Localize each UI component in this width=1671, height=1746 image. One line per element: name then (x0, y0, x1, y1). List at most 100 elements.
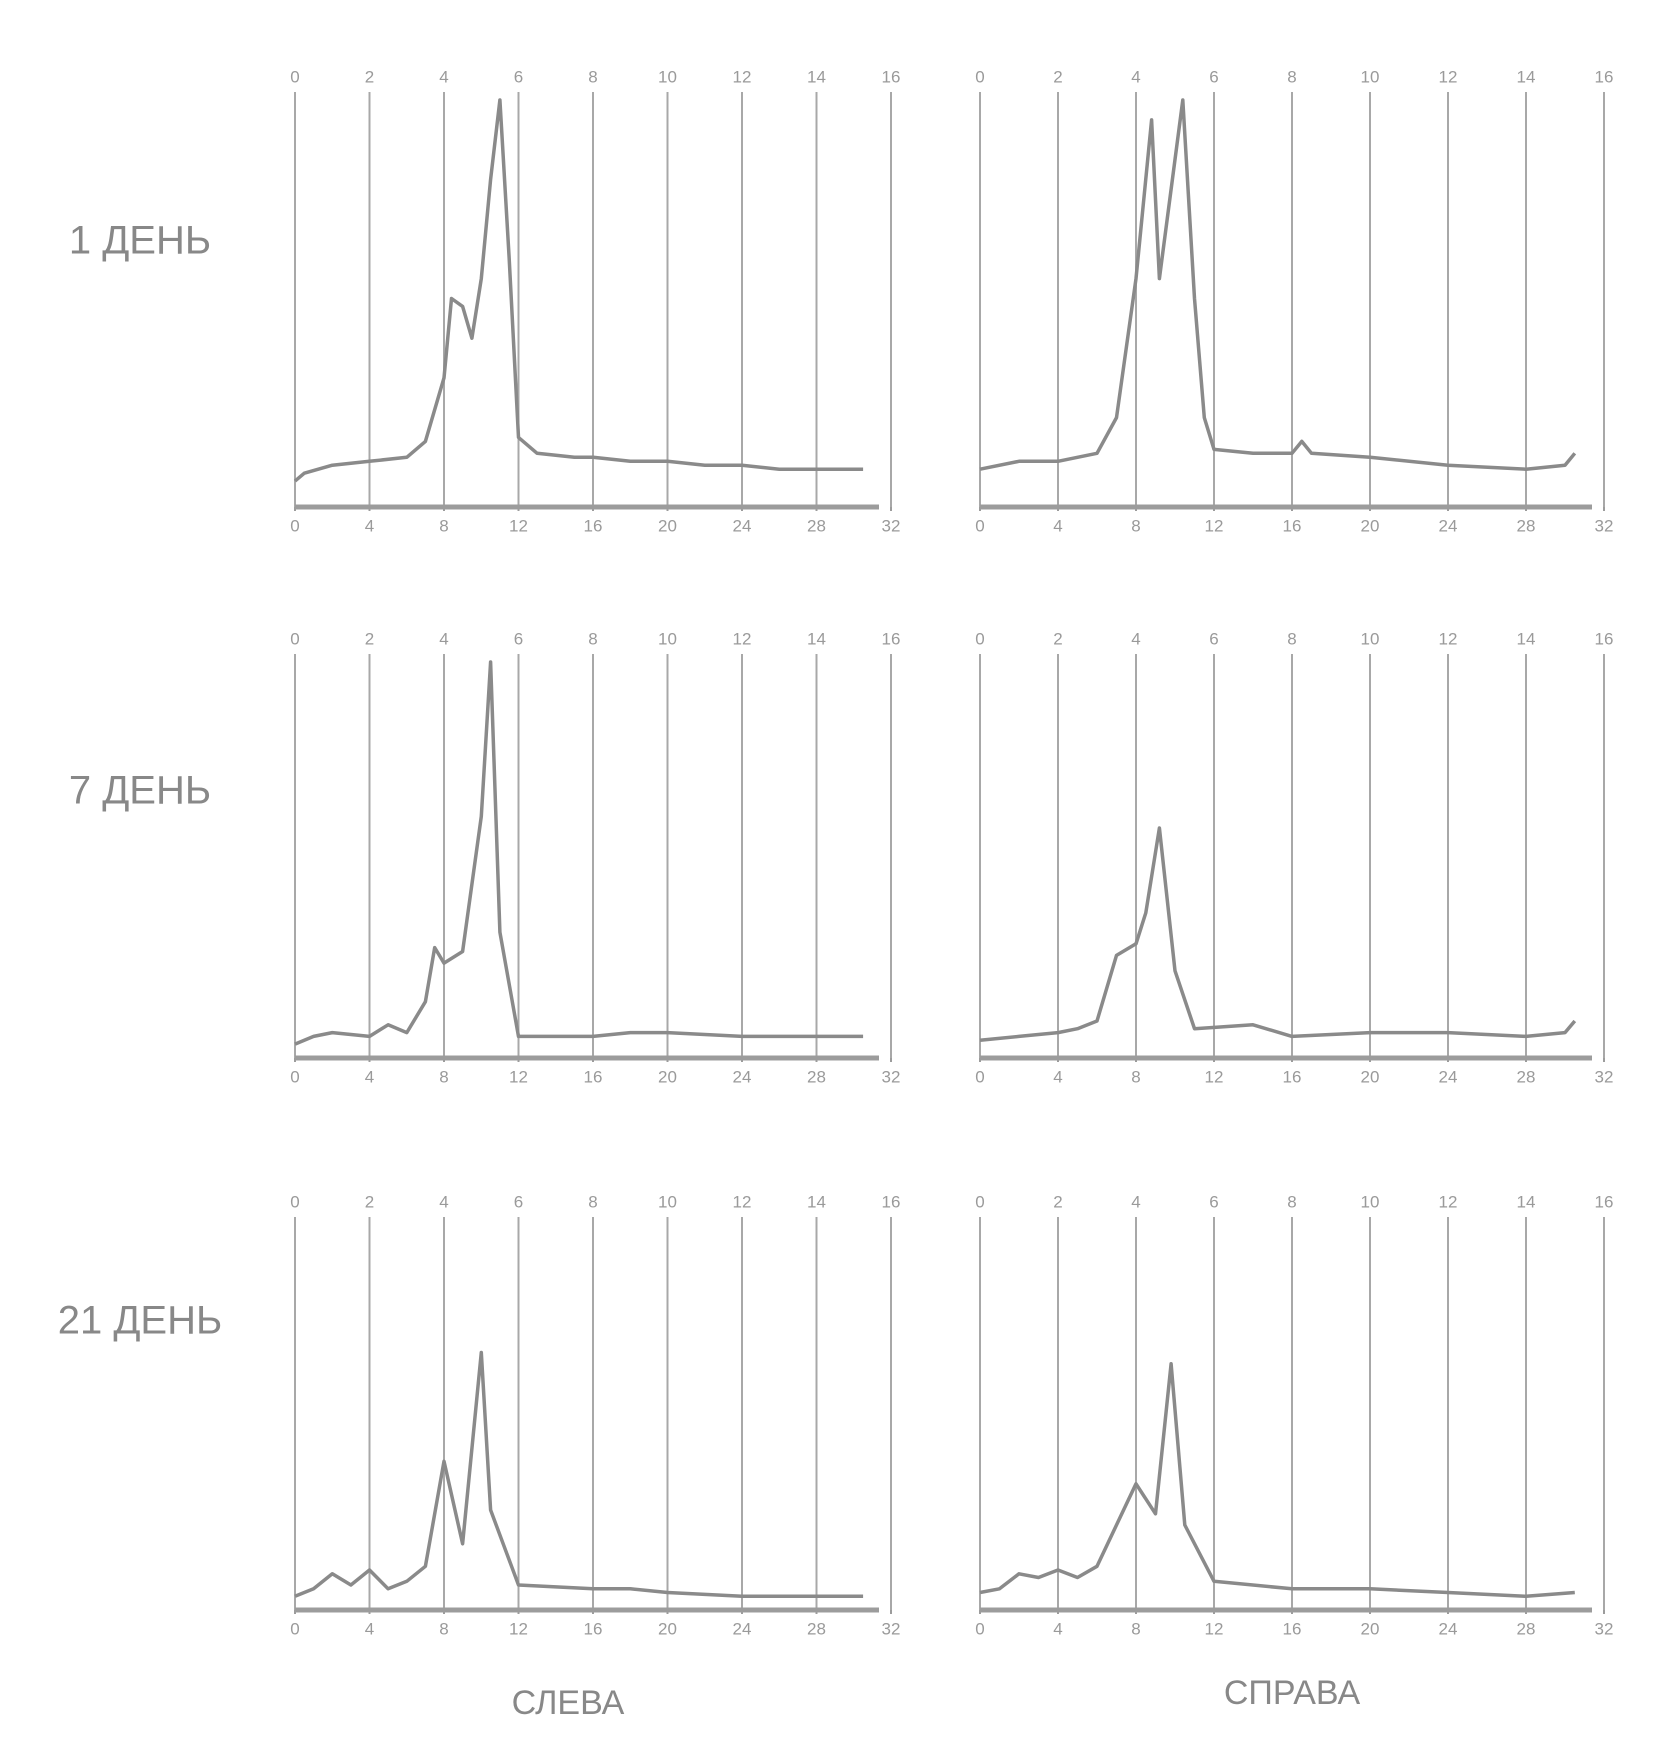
x-tick-label: 28 (807, 516, 826, 535)
top-tick-label: 6 (1209, 1192, 1218, 1211)
x-tick-label: 20 (1361, 516, 1380, 535)
top-tick-label: 2 (365, 67, 374, 86)
top-tick-label: 8 (1287, 629, 1296, 648)
row-label: 7 ДЕНЬ (69, 769, 211, 813)
top-tick-label: 2 (1053, 1192, 1062, 1211)
top-tick-label: 12 (1439, 67, 1458, 86)
top-tick-label: 10 (1361, 67, 1380, 86)
x-tick-label: 20 (1361, 1067, 1380, 1086)
x-tick-label: 8 (1131, 1619, 1140, 1638)
data-line (294, 660, 864, 1046)
x-tick-label: 4 (365, 1619, 374, 1638)
top-tick-label: 12 (733, 67, 752, 86)
top-tick-label: 10 (658, 67, 677, 86)
top-tick-label: 14 (1517, 629, 1536, 648)
top-tick-label: 14 (807, 1192, 826, 1211)
x-tick-label: 8 (439, 1619, 448, 1638)
x-tick-label: 4 (1053, 1067, 1062, 1086)
top-tick-label: 4 (1131, 67, 1140, 86)
x-tick-label: 32 (1595, 1067, 1614, 1086)
chart-panel: 0 2 4 6 8 10 12 14 160 4 8 12 16 20 24 28 32 (290, 67, 900, 535)
x-tick-label: 24 (1439, 1619, 1458, 1638)
x-tick-label: 4 (365, 1067, 374, 1086)
chart-panel: 0 2 4 6 8 10 12 14 160 4 8 12 16 20 24 28 32 (975, 1192, 1613, 1638)
top-tick-label: 12 (1439, 1192, 1458, 1211)
x-tick-label: 28 (1517, 516, 1536, 535)
top-tick-label: 2 (365, 1192, 374, 1211)
x-tick-label: 12 (509, 1067, 528, 1086)
x-tick-label: 12 (1205, 1619, 1224, 1638)
data-line (293, 98, 864, 483)
data-line (979, 826, 1577, 1043)
x-tick-label: 32 (1595, 516, 1614, 535)
top-tick-label: 16 (882, 67, 901, 86)
x-tick-label: 16 (584, 1619, 603, 1638)
top-tick-label: 6 (514, 67, 523, 86)
column-label: СПРАВА (1224, 1674, 1361, 1712)
top-tick-label: 8 (588, 629, 597, 648)
top-tick-label: 14 (807, 67, 826, 86)
top-tick-label: 10 (1361, 1192, 1380, 1211)
top-tick-label: 12 (733, 629, 752, 648)
x-tick-label: 0 (290, 1619, 299, 1638)
top-tick-label: 2 (365, 629, 374, 648)
x-tick-label: 4 (365, 516, 374, 535)
top-tick-label: 16 (882, 629, 901, 648)
top-tick-label: 2 (1053, 629, 1062, 648)
top-tick-label: 12 (1439, 629, 1458, 648)
chart-panel: 0 2 4 6 8 10 12 14 160 4 8 12 16 20 24 28 32 (290, 629, 900, 1086)
row-label: 1 ДЕНЬ (69, 219, 211, 263)
chart-panel: 0 2 4 6 8 10 12 14 160 4 8 12 16 20 24 28 32 (290, 1192, 900, 1638)
top-tick-label: 6 (1209, 629, 1218, 648)
x-tick-label: 4 (1053, 1619, 1062, 1638)
x-tick-label: 24 (1439, 1067, 1458, 1086)
top-tick-label: 0 (290, 629, 299, 648)
top-tick-label: 0 (290, 67, 299, 86)
chart-panel: 0 2 4 6 8 10 12 14 160 4 8 12 16 20 24 28 32 (975, 629, 1613, 1086)
x-tick-label: 12 (1205, 1067, 1224, 1086)
x-tick-label: 20 (658, 1619, 677, 1638)
top-tick-label: 10 (658, 1192, 677, 1211)
x-tick-label: 0 (975, 1067, 984, 1086)
x-tick-label: 16 (1283, 1619, 1302, 1638)
top-tick-label: 10 (1361, 629, 1380, 648)
x-tick-label: 8 (1131, 516, 1140, 535)
data-line (979, 1362, 1575, 1599)
top-tick-label: 4 (439, 629, 448, 648)
top-tick-label: 14 (807, 629, 826, 648)
top-tick-label: 4 (1131, 629, 1140, 648)
top-tick-label: 0 (975, 1192, 984, 1211)
top-tick-label: 6 (1209, 67, 1218, 86)
x-tick-label: 16 (1283, 1067, 1302, 1086)
x-tick-label: 0 (290, 516, 299, 535)
data-line (294, 1350, 864, 1599)
x-tick-label: 32 (882, 1619, 901, 1638)
top-tick-label: 0 (975, 629, 984, 648)
x-tick-label: 32 (882, 516, 901, 535)
x-tick-label: 12 (509, 1619, 528, 1638)
top-tick-label: 14 (1517, 67, 1536, 86)
x-tick-label: 20 (1361, 1619, 1380, 1638)
top-tick-label: 4 (1131, 1192, 1140, 1211)
x-tick-label: 0 (975, 516, 984, 535)
x-tick-label: 20 (658, 1067, 677, 1086)
x-tick-label: 28 (807, 1067, 826, 1086)
x-tick-label: 4 (1053, 516, 1062, 535)
top-tick-label: 4 (439, 67, 448, 86)
top-tick-label: 8 (588, 1192, 597, 1211)
x-tick-label: 8 (439, 1067, 448, 1086)
x-tick-label: 20 (658, 516, 677, 535)
top-tick-label: 16 (1595, 67, 1614, 86)
top-tick-label: 2 (1053, 67, 1062, 86)
x-tick-label: 16 (584, 1067, 603, 1086)
x-tick-label: 12 (509, 516, 528, 535)
x-tick-label: 24 (733, 1067, 752, 1086)
x-tick-label: 8 (439, 516, 448, 535)
x-tick-label: 16 (584, 516, 603, 535)
top-tick-label: 16 (1595, 1192, 1614, 1211)
top-tick-label: 14 (1517, 1192, 1536, 1211)
top-tick-label: 0 (975, 67, 984, 86)
top-tick-label: 8 (1287, 1192, 1296, 1211)
x-tick-label: 8 (1131, 1067, 1140, 1086)
